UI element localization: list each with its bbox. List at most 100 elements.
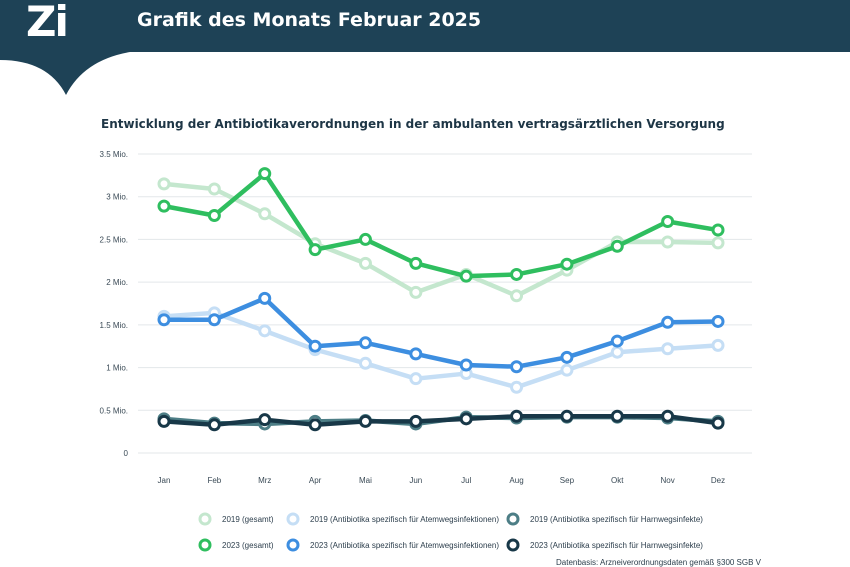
data-source-note: Datenbasis: Arzneiverordnungsdaten gemäß… <box>556 558 762 567</box>
data-point-1 <box>258 324 272 338</box>
data-point-5 <box>711 416 725 430</box>
data-point-5 <box>157 414 171 428</box>
legend-label: 2023 (Antibiotika spezifisch für Harnweg… <box>530 540 703 550</box>
header-logo-tab <box>0 52 130 95</box>
data-point-4 <box>207 313 221 327</box>
zi-logo: Zi <box>26 0 69 46</box>
data-point-4 <box>157 313 171 327</box>
data-point-3 <box>409 256 423 270</box>
legend-label: 2019 (gesamt) <box>222 514 274 524</box>
data-point-5 <box>207 418 221 432</box>
x-tick-label: Jun <box>409 476 422 485</box>
y-tick-label: 1 Mio. <box>106 364 128 373</box>
data-point-1 <box>661 342 675 356</box>
data-point-1 <box>560 363 574 377</box>
data-point-4 <box>358 336 372 350</box>
data-point-5 <box>661 409 675 423</box>
data-point-3 <box>207 209 221 223</box>
legend-label: 2019 (Antibiotika spezifisch für Harnweg… <box>530 514 703 524</box>
data-point-4 <box>409 347 423 361</box>
data-point-3 <box>308 243 322 257</box>
data-point-3 <box>510 267 524 281</box>
data-point-5 <box>610 409 624 423</box>
legend-item: 2019 (gesamt) <box>196 510 274 528</box>
x-tick-label: Aug <box>509 476 523 485</box>
data-point-4 <box>308 339 322 353</box>
x-tick-label: Mai <box>359 476 372 485</box>
data-point-0 <box>711 236 725 250</box>
data-point-1 <box>409 372 423 386</box>
data-point-0 <box>661 235 675 249</box>
y-tick-label: 1.5 Mio. <box>100 321 128 330</box>
data-point-3 <box>258 167 272 181</box>
data-point-3 <box>560 257 574 271</box>
y-tick-label: 3 Mio. <box>106 193 128 202</box>
x-tick-label: Okt <box>611 476 624 485</box>
data-point-5 <box>560 409 574 423</box>
data-point-1 <box>510 380 524 394</box>
data-point-0 <box>157 177 171 191</box>
legend-item: 2023 (gesamt) <box>196 536 274 554</box>
x-tick-label: Apr <box>309 476 322 485</box>
y-tick-label: 2 Mio. <box>106 278 128 287</box>
legend-label: 2019 (Antibiotika spezifisch für Atemweg… <box>310 514 499 524</box>
x-tick-label: Feb <box>207 476 221 485</box>
series-line-4 <box>161 296 721 369</box>
data-point-4 <box>459 358 473 372</box>
x-tick-label: Dez <box>711 476 725 485</box>
y-tick-label: 0 <box>124 449 129 458</box>
legend-label: 2023 (gesamt) <box>222 540 274 550</box>
legend-marker-icon <box>506 512 520 526</box>
data-point-4 <box>510 360 524 374</box>
data-point-5 <box>358 414 372 428</box>
data-point-5 <box>409 414 423 428</box>
data-point-4 <box>661 315 675 329</box>
data-point-1 <box>711 338 725 352</box>
series-line-3 <box>161 171 721 279</box>
legend-item: 2023 (Antibiotika spezifisch für Atemweg… <box>284 536 499 554</box>
data-point-3 <box>459 269 473 283</box>
legend-item: 2019 (Antibiotika spezifisch für Atemweg… <box>284 510 499 528</box>
data-point-4 <box>258 291 272 305</box>
data-point-3 <box>711 223 725 237</box>
data-point-0 <box>207 182 221 196</box>
legend-item: 2023 (Antibiotika spezifisch für Harnweg… <box>504 536 703 554</box>
legend-marker-icon <box>286 512 300 526</box>
legend-item: 2019 (Antibiotika spezifisch für Harnweg… <box>504 510 703 528</box>
data-point-4 <box>560 350 574 364</box>
x-tick-label: Nov <box>661 476 675 485</box>
data-point-0 <box>510 289 524 303</box>
data-point-0 <box>258 207 272 221</box>
legend-marker-icon <box>286 538 300 552</box>
y-tick-label: 3.5 Mio. <box>100 150 128 159</box>
page-title: Grafik des Monats Februar 2025 <box>137 9 482 31</box>
data-point-1 <box>358 356 372 370</box>
data-point-5 <box>510 409 524 423</box>
series-line-5 <box>161 414 721 428</box>
data-point-4 <box>711 314 725 328</box>
legend-marker-icon <box>506 538 520 552</box>
header-banner <box>0 0 850 52</box>
chart-legend: 2019 (gesamt) 2019 (Antibiotika spezifisc… <box>196 510 756 554</box>
legend-label: 2023 (Antibiotika spezifisch für Atemweg… <box>310 540 499 550</box>
data-point-3 <box>661 214 675 228</box>
series-line-1 <box>161 310 721 390</box>
data-point-3 <box>157 199 171 213</box>
data-point-4 <box>610 334 624 348</box>
x-tick-label: Jul <box>461 476 471 485</box>
data-point-1 <box>610 345 624 359</box>
data-point-5 <box>258 413 272 427</box>
data-point-3 <box>358 232 372 246</box>
data-point-5 <box>459 412 473 426</box>
legend-marker-icon <box>198 512 212 526</box>
chart-title: Entwicklung der Antibiotikaverordnungen … <box>101 117 725 131</box>
data-point-5 <box>308 418 322 432</box>
data-point-3 <box>610 239 624 253</box>
legend-marker-icon <box>198 538 212 552</box>
y-tick-label: 0.5 Mio. <box>100 406 128 415</box>
data-point-0 <box>358 256 372 270</box>
data-point-0 <box>409 285 423 299</box>
x-tick-label: Jan <box>158 476 171 485</box>
y-tick-label: 2.5 Mio. <box>100 235 128 244</box>
